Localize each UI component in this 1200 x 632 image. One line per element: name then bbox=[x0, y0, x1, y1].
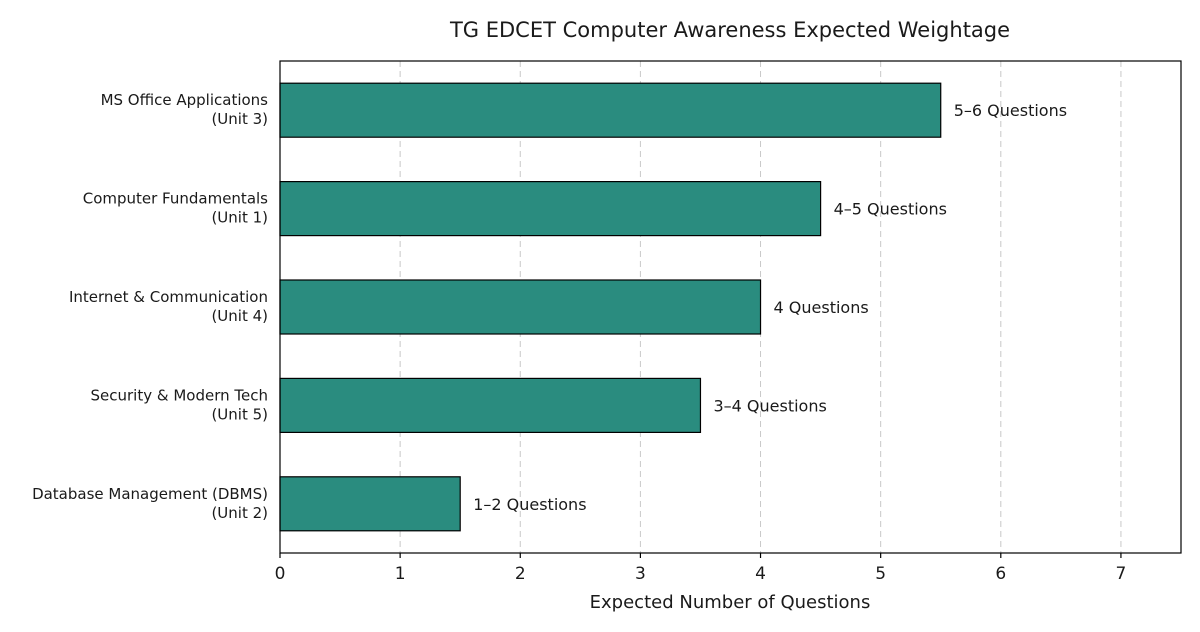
category-unit-label: (Unit 3) bbox=[211, 110, 268, 128]
category-unit-label: (Unit 5) bbox=[211, 405, 268, 423]
x-tick-label: 5 bbox=[875, 564, 886, 584]
bar bbox=[279, 181, 822, 237]
category-unit-label: (Unit 4) bbox=[211, 307, 268, 325]
bar-value-label: 4–5 Questions bbox=[834, 200, 947, 219]
bar bbox=[279, 377, 702, 433]
plot-frame bbox=[279, 60, 1182, 554]
category-labels: MS Office Applications(Unit 3) Computer F… bbox=[32, 91, 268, 522]
x-tick-label: 0 bbox=[275, 564, 286, 584]
category-label: MS Office Applications bbox=[101, 91, 269, 109]
x-ticks: 0 1 2 3 4 5 6 7 bbox=[275, 553, 1127, 584]
bar-value-label: 5–6 Questions bbox=[954, 101, 1067, 120]
bar-value-label: 4 Questions bbox=[774, 298, 869, 317]
category-label: Database Management (DBMS) bbox=[32, 485, 268, 503]
x-tick-label: 1 bbox=[395, 564, 406, 584]
x-tick-label: 7 bbox=[1116, 564, 1127, 584]
x-tick-label: 4 bbox=[755, 564, 766, 584]
value-labels: 5–6 Questions 4–5 Questions 4 Questions 3–4… bbox=[473, 101, 1067, 514]
x-tick-label: 6 bbox=[995, 564, 1006, 584]
category-unit-label: (Unit 1) bbox=[211, 209, 268, 227]
category-label: Internet & Communication bbox=[69, 288, 268, 306]
x-tick-label: 3 bbox=[635, 564, 646, 584]
bar bbox=[279, 476, 461, 532]
category-label: Computer Fundamentals bbox=[83, 190, 268, 208]
chart-title: TG EDCET Computer Awareness Expected Wei… bbox=[449, 18, 1010, 42]
category-unit-label: (Unit 2) bbox=[211, 504, 268, 522]
category-label: Security & Modern Tech bbox=[91, 386, 268, 404]
bar bbox=[279, 279, 762, 335]
bar-value-label: 1–2 Questions bbox=[473, 495, 586, 514]
bar-value-label: 3–4 Questions bbox=[713, 396, 826, 415]
x-tick-label: 2 bbox=[515, 564, 526, 584]
x-axis-label: Expected Number of Questions bbox=[590, 592, 871, 613]
bar bbox=[279, 82, 942, 138]
bars bbox=[279, 82, 942, 532]
